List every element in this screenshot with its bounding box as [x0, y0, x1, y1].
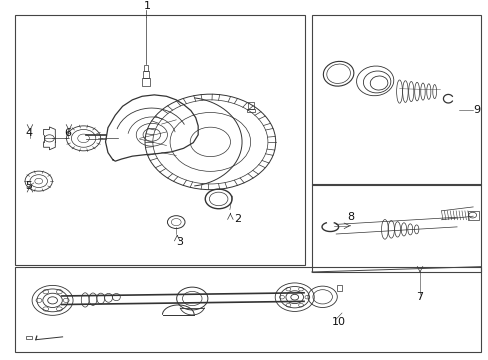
Bar [143, 71, 149, 78]
Bar [15, 267, 480, 352]
Text: 5: 5 [25, 181, 32, 192]
Text: 8: 8 [346, 212, 353, 222]
Text: 9: 9 [473, 105, 480, 115]
Text: 7: 7 [416, 292, 423, 302]
Text: 4: 4 [25, 128, 33, 138]
Bar [337, 285, 341, 292]
Text: 10: 10 [331, 317, 346, 327]
Text: 6: 6 [64, 128, 71, 138]
Text: 3: 3 [176, 237, 183, 247]
Bar [311, 15, 481, 185]
Bar [247, 102, 253, 109]
Bar [246, 109, 254, 112]
Bar [311, 184, 481, 272]
Bar [142, 78, 150, 86]
Bar [26, 337, 32, 339]
Bar [143, 65, 148, 71]
Bar [15, 15, 305, 265]
Bar [467, 211, 478, 220]
Text: 1: 1 [143, 1, 150, 12]
Text: 2: 2 [233, 213, 241, 224]
